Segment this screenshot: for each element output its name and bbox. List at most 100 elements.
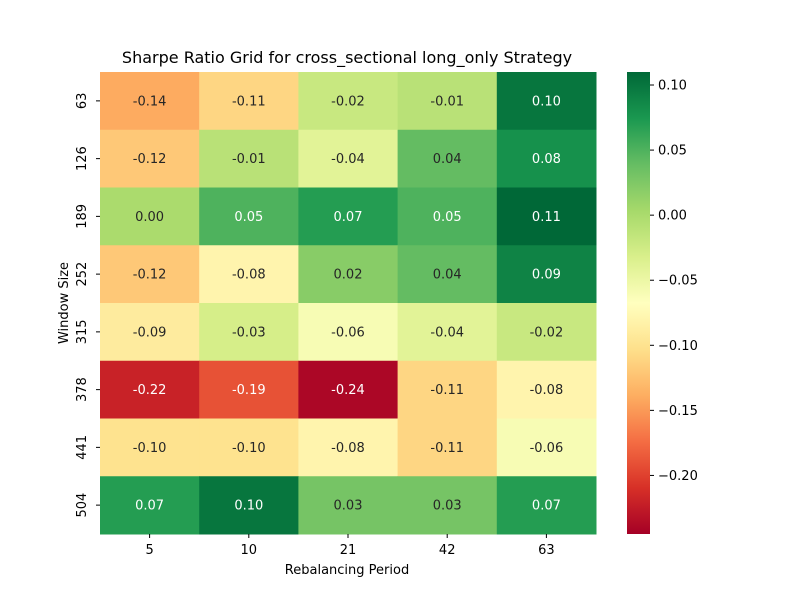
y-tick-label: 63 — [75, 93, 90, 110]
heatmap-cell — [496, 129, 597, 188]
y-tick-label: 315 — [75, 319, 90, 344]
colorbar-tick-label: −0.20 — [658, 469, 698, 484]
heatmap-cell — [100, 129, 200, 188]
heatmap-cell — [100, 187, 200, 246]
y-tick-label: 441 — [75, 435, 90, 460]
cell-value-label: -0.01 — [430, 94, 464, 109]
heatmap-cell — [298, 476, 399, 535]
cell-value-label: 0.10 — [532, 94, 561, 109]
heatmap-cell — [100, 245, 200, 304]
heatmap-cell — [199, 187, 299, 246]
heatmap-cell — [298, 303, 399, 362]
cell-value-label: -0.04 — [430, 325, 464, 340]
cell-value-label: -0.06 — [331, 325, 365, 340]
heatmap-cell — [496, 187, 597, 246]
cell-value-label: -0.11 — [232, 94, 266, 109]
y-tick-label: 504 — [75, 493, 90, 518]
cell-value-label: -0.11 — [430, 441, 464, 456]
heatmap-cell — [397, 418, 498, 477]
cell-value-label: -0.24 — [331, 383, 365, 398]
cell-value-label: -0.04 — [331, 152, 365, 167]
x-tick-label: 63 — [538, 543, 555, 558]
cell-value-label: 0.07 — [135, 499, 164, 514]
x-tick-label: 42 — [439, 543, 456, 558]
cell-value-label: -0.02 — [331, 94, 365, 109]
cell-value-label: -0.10 — [133, 441, 167, 456]
y-axis: 63 126 189 252 315 378 441 504 — [75, 93, 100, 518]
heatmap-cell — [397, 72, 498, 131]
cell-value-label: 0.00 — [135, 210, 164, 225]
x-axis-label: Rebalancing Period — [285, 563, 409, 578]
heatmap-cell — [199, 476, 299, 535]
cell-value-label: 0.05 — [433, 210, 462, 225]
heatmap-cell — [496, 418, 597, 477]
cell-value-label: 0.11 — [532, 210, 561, 225]
x-tick-label: 21 — [340, 543, 357, 558]
heatmap-cell — [397, 303, 498, 362]
colorbar-tick-label: −0.10 — [658, 339, 698, 354]
heatmap-cell — [199, 360, 299, 419]
cell-value-label: -0.14 — [133, 94, 167, 109]
heatmap-cell — [496, 245, 597, 304]
cell-value-label: 0.07 — [334, 210, 363, 225]
cell-value-label: -0.02 — [530, 325, 564, 340]
cell-value-label: -0.12 — [133, 268, 167, 283]
heatmap-cell — [397, 187, 498, 246]
y-tick-label: 252 — [75, 262, 90, 287]
colorbar-gradient — [627, 72, 650, 534]
heatmap-cell — [496, 360, 597, 419]
heatmap-cell — [397, 129, 498, 188]
cell-value-label: 0.09 — [532, 268, 561, 283]
heatmap-cell — [496, 476, 597, 535]
colorbar-tick-label: −0.15 — [658, 404, 698, 419]
heatmap-cell — [298, 129, 399, 188]
heatmap-cell — [100, 418, 200, 477]
x-axis: 5 10 21 42 63 — [145, 534, 555, 558]
heatmap-cell — [100, 476, 200, 535]
colorbar: 0.10 0.05 0.00 −0.05 −0.10 −0.15 −0.20 — [627, 72, 698, 534]
heatmap-cell — [100, 72, 200, 131]
cell-value-label: 0.03 — [334, 499, 363, 514]
cell-value-label: -0.19 — [232, 383, 266, 398]
x-tick-label: 10 — [241, 543, 258, 558]
heatmap-cell — [298, 418, 399, 477]
chart-title: Sharpe Ratio Grid for cross_sectional lo… — [122, 48, 572, 68]
heatmap-cell — [496, 72, 597, 131]
y-tick-label: 189 — [75, 204, 90, 229]
cell-value-label: -0.11 — [430, 383, 464, 398]
cell-value-label: -0.08 — [331, 441, 365, 456]
colorbar-tick-label: 0.00 — [658, 209, 687, 224]
x-tick-label: 5 — [145, 543, 153, 558]
heatmap-cell — [397, 476, 498, 535]
heatmap-cell — [496, 303, 597, 362]
y-tick-label: 378 — [75, 377, 90, 402]
cell-value-label: -0.12 — [133, 152, 167, 167]
cell-value-label: 0.04 — [433, 152, 462, 167]
colorbar-tick-label: 0.05 — [658, 144, 687, 159]
heatmap-cell — [397, 360, 498, 419]
heatmap-cell — [199, 418, 299, 477]
heatmap-cell — [199, 245, 299, 304]
cell-value-label: -0.03 — [232, 325, 266, 340]
cell-value-label: -0.22 — [133, 383, 167, 398]
cell-value-label: 0.08 — [532, 152, 561, 167]
colorbar-tick-label: −0.05 — [658, 274, 698, 289]
heatmap-cell — [397, 245, 498, 304]
heatmap-cell — [298, 72, 399, 131]
cell-value-label: -0.06 — [530, 441, 564, 456]
heatmap-cell — [199, 303, 299, 362]
cell-value-label: -0.10 — [232, 441, 266, 456]
y-tick-label: 126 — [75, 146, 90, 171]
y-axis-label: Window Size — [57, 262, 72, 344]
heatmap-cell — [199, 72, 299, 131]
cell-value-label: 0.05 — [234, 210, 263, 225]
cell-value-label: 0.04 — [433, 268, 462, 283]
cell-value-label: 0.03 — [433, 499, 462, 514]
heatmap-cell — [100, 360, 200, 419]
cell-value-label: 0.10 — [234, 499, 263, 514]
cell-value-label: -0.08 — [530, 383, 564, 398]
heatmap-cell — [298, 245, 399, 304]
heatmap-cell — [100, 303, 200, 362]
cell-value-label: 0.02 — [334, 268, 363, 283]
